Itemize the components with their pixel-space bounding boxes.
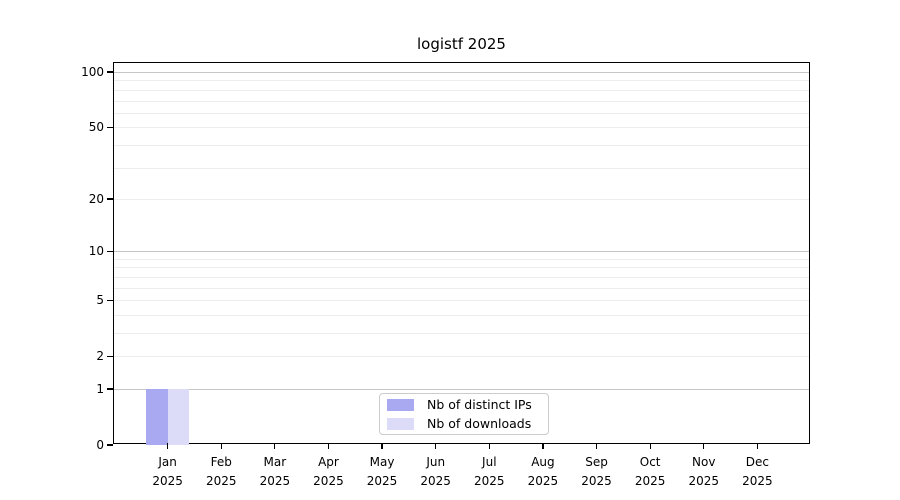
y-axis-tick-label: 10 xyxy=(88,244,104,259)
bar-jan-distinct-ips xyxy=(146,388,168,445)
y-axis-tick-label: 1 xyxy=(96,381,104,396)
minor-gridline xyxy=(114,267,809,269)
x-axis-tick xyxy=(595,443,598,449)
legend-item-distinct-ips: Nb of distinct IPs xyxy=(387,397,541,413)
y-axis-tick xyxy=(107,198,113,200)
minor-gridline xyxy=(114,287,809,289)
x-axis-tick-label: Sep 2025 xyxy=(581,455,612,488)
x-axis-tick-label: Nov 2025 xyxy=(688,455,720,488)
minor-gridline xyxy=(114,89,809,91)
x-axis-tick xyxy=(274,443,276,449)
minor-gridline xyxy=(114,332,809,334)
legend-swatch-distinct-ips xyxy=(387,398,414,411)
x-axis-tick xyxy=(166,443,169,449)
x-axis-tick-label: Jun 2025 xyxy=(420,455,451,488)
legend-swatch-downloads xyxy=(387,417,414,430)
minor-gridline xyxy=(114,276,809,278)
x-axis-tick-label: Jul 2025 xyxy=(474,455,505,488)
y-axis-tick xyxy=(107,126,113,128)
x-axis-tick-label: Aug 2025 xyxy=(527,455,559,488)
legend-label: Nb of downloads xyxy=(427,415,532,431)
y-axis-tick-label: 20 xyxy=(88,191,104,206)
y-axis-tick xyxy=(107,299,113,301)
minor-gridline xyxy=(114,258,809,260)
x-axis-tick-label: Feb 2025 xyxy=(205,455,237,488)
y-axis-tick-label: 100 xyxy=(81,65,104,80)
x-axis-tick xyxy=(435,443,437,449)
minor-gridline xyxy=(114,300,809,302)
y-axis-tick-label: 5 xyxy=(96,293,104,308)
minor-gridline xyxy=(114,100,809,102)
major-gridline xyxy=(114,72,809,74)
x-axis-tick-label: Jan 2025 xyxy=(152,455,183,488)
legend: Nb of distinct IPs Nb of downloads xyxy=(379,393,549,435)
y-axis-tick xyxy=(107,355,113,357)
minor-gridline xyxy=(114,112,809,114)
x-axis-tick xyxy=(703,443,705,449)
y-axis-tick-label: 2 xyxy=(96,349,104,364)
x-axis-tick xyxy=(542,443,544,449)
bar-jan-downloads xyxy=(167,388,190,445)
y-axis-tick xyxy=(107,444,113,446)
minor-gridline xyxy=(114,144,809,146)
x-axis-tick xyxy=(488,443,490,449)
y-axis-tick xyxy=(107,388,113,390)
legend-label: Nb of distinct IPs xyxy=(427,396,532,412)
x-axis-tick xyxy=(327,443,330,449)
x-axis-tick-label: Mar 2025 xyxy=(259,455,291,488)
major-gridline xyxy=(114,388,809,390)
minor-gridline xyxy=(114,167,809,169)
y-axis-tick-label: 50 xyxy=(88,120,104,135)
minor-gridline xyxy=(114,198,809,200)
legend-item-downloads: Nb of downloads xyxy=(387,416,541,432)
x-axis-tick xyxy=(649,443,651,449)
y-axis-tick xyxy=(107,71,113,73)
y-axis-tick-label: 0 xyxy=(96,438,104,452)
plot-area: Nb of distinct IPs Nb of downloads 0 1 2 5 1… xyxy=(81,62,810,488)
minor-gridline xyxy=(114,314,809,316)
x-axis-tick xyxy=(381,443,383,449)
x-axis-tick-label: Oct 2025 xyxy=(634,455,666,488)
x-axis-tick-label: Apr 2025 xyxy=(313,455,344,488)
major-gridline xyxy=(114,251,809,253)
x-axis-tick xyxy=(756,443,759,449)
minor-gridline xyxy=(114,127,809,129)
x-axis-tick xyxy=(220,443,222,449)
x-axis-tick-label: May 2025 xyxy=(366,455,398,488)
minor-gridline xyxy=(114,356,809,358)
x-axis-tick-label: Dec 2025 xyxy=(742,455,773,488)
minor-gridline xyxy=(114,80,809,82)
chart-title: logistf 2025 xyxy=(417,35,506,53)
y-axis-tick xyxy=(107,250,113,252)
